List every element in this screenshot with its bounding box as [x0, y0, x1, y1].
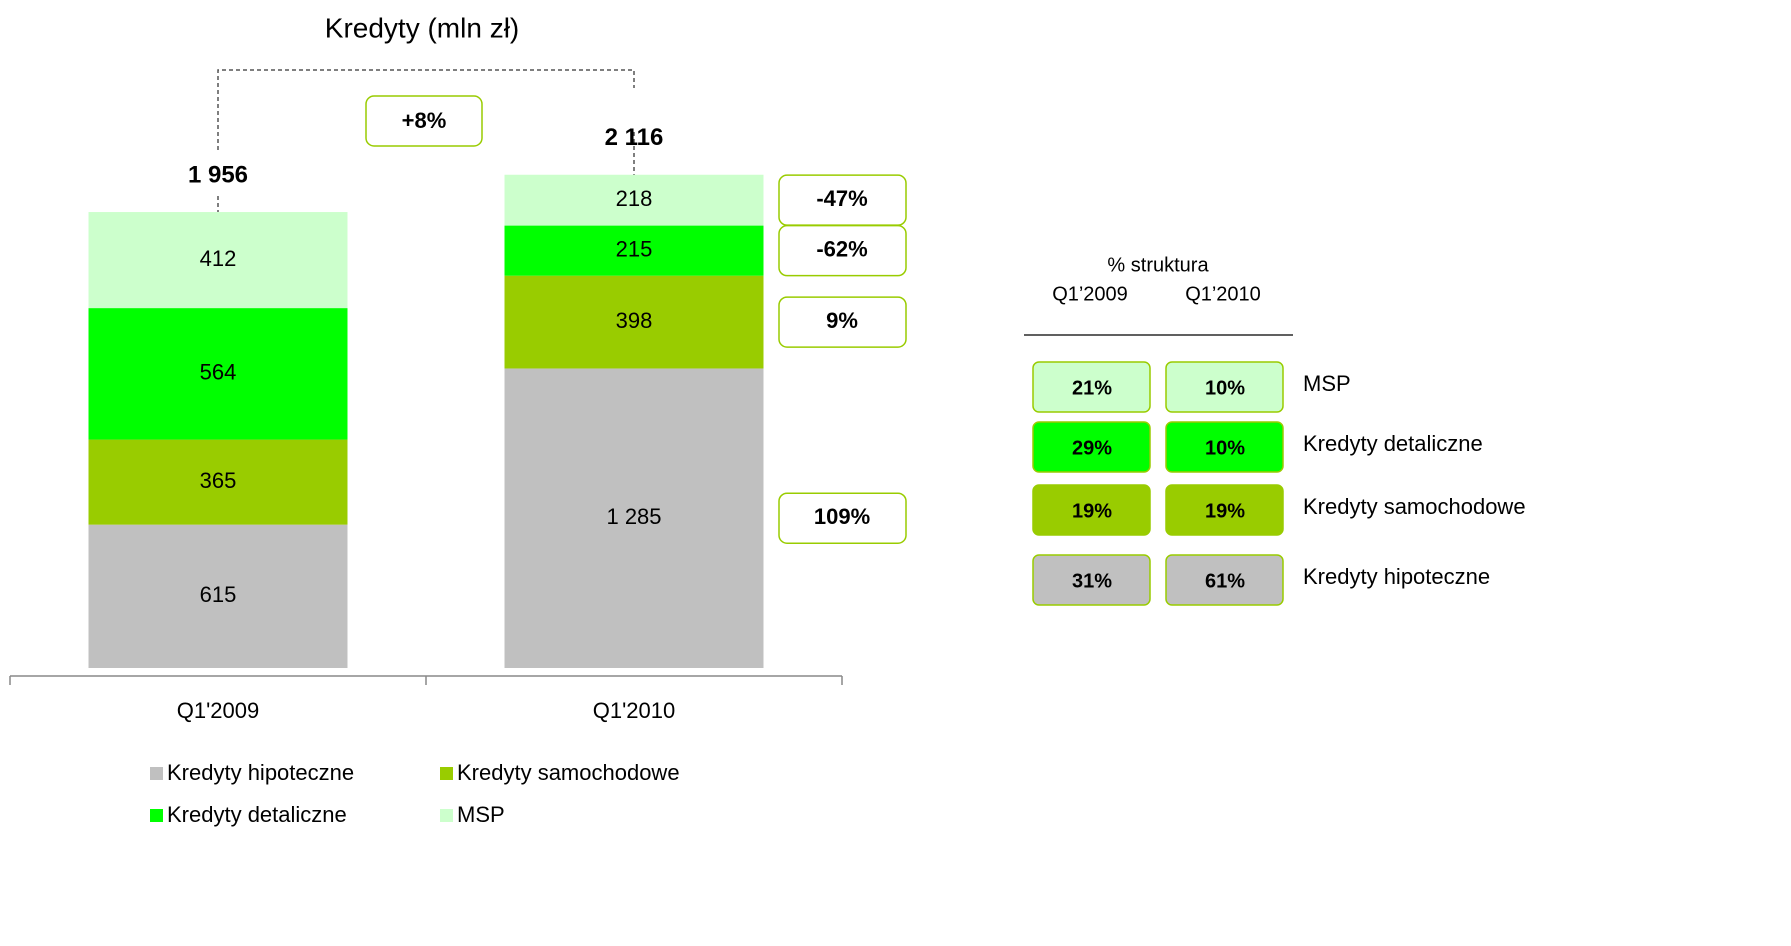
structure-column: Q1’2010	[1185, 283, 1261, 305]
legend-label: Kredyty detaliczne	[167, 802, 347, 827]
growth-box	[365, 95, 483, 147]
legend-swatch	[440, 767, 453, 780]
legend-label: MSP	[457, 802, 505, 827]
structure-value: 10%	[1205, 377, 1245, 399]
bar-segment	[88, 524, 348, 668]
value-label: 564	[200, 360, 237, 385]
structure-value: 31%	[1072, 570, 1112, 592]
change-box	[778, 174, 907, 226]
growth-label: +8%	[402, 108, 447, 133]
value-label: 1 285	[606, 504, 661, 529]
structure-box	[1032, 484, 1151, 536]
bar-segment	[88, 308, 348, 440]
legend-label: Kredyty samochodowe	[457, 760, 680, 785]
structure-value: 19%	[1072, 500, 1112, 522]
bar-segment	[88, 439, 348, 525]
connector	[217, 69, 635, 150]
legend-swatch	[150, 767, 163, 780]
change-box	[778, 492, 907, 544]
value-label: 615	[200, 582, 237, 607]
structure-box	[1032, 554, 1151, 606]
bar-segment	[504, 225, 764, 276]
bar-segment	[88, 212, 348, 309]
change-label: 9%	[826, 308, 858, 333]
structure-box	[1165, 361, 1284, 413]
change-label: -62%	[816, 236, 867, 261]
structure-box	[1165, 421, 1284, 473]
value-label: 215	[616, 236, 653, 261]
change-box	[778, 296, 907, 348]
legend-label: Kredyty hipoteczne	[167, 760, 354, 785]
structure-box	[1165, 554, 1284, 606]
value-label: 218	[616, 186, 653, 211]
total-label: 1 956	[188, 161, 248, 188]
structure-value: 10%	[1205, 437, 1245, 459]
bar-segment	[504, 174, 764, 226]
structure-row-label: Kredyty samochodowe	[1303, 494, 1526, 519]
structure-box	[1165, 484, 1284, 536]
bar-segment	[504, 368, 764, 668]
structure-column: Q1’2009	[1052, 283, 1128, 305]
structure-value: 19%	[1205, 500, 1245, 522]
change-label: -47%	[816, 186, 867, 211]
total-label: 2 116	[605, 124, 664, 151]
value-label: 365	[200, 468, 237, 493]
structure-value: 21%	[1072, 377, 1112, 399]
chart-title: Kredyty (mln zł)	[325, 12, 519, 43]
legend-swatch	[150, 809, 163, 822]
structure-row-label: Kredyty detaliczne	[1303, 431, 1483, 456]
structure-value: 29%	[1072, 437, 1112, 459]
value-label: 398	[616, 308, 653, 333]
structure-box	[1032, 361, 1151, 413]
bar-segment	[504, 275, 764, 369]
structure-row-label: Kredyty hipoteczne	[1303, 564, 1490, 589]
value-label: 412	[200, 246, 237, 271]
x-tick-label: Q1'2009	[177, 698, 260, 723]
x-tick-label: Q1'2010	[593, 698, 676, 723]
structure-row-label: MSP	[1303, 371, 1351, 396]
structure-title: % struktura	[1107, 254, 1209, 276]
structure-value: 61%	[1205, 570, 1245, 592]
structure-box	[1032, 421, 1151, 473]
change-label: 109%	[814, 504, 870, 529]
legend-swatch	[440, 809, 453, 822]
